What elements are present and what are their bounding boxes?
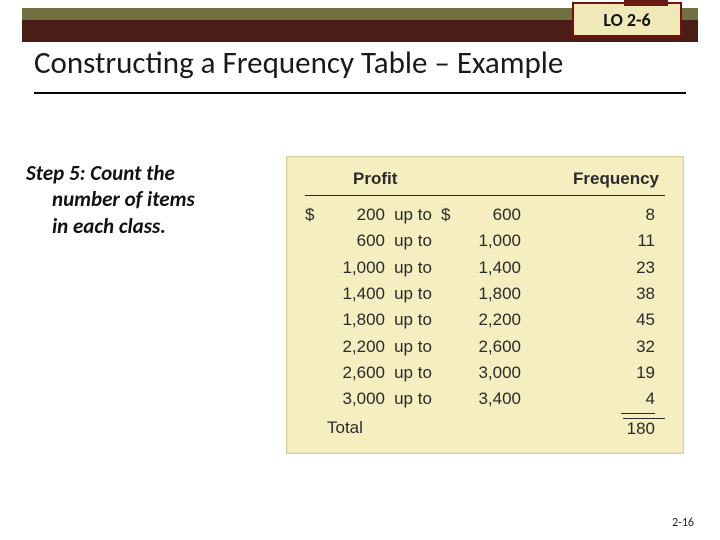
range-high: 3,000 <box>463 360 521 386</box>
range-high: 1,400 <box>463 255 521 281</box>
table-total-row: Total 180 <box>305 414 665 439</box>
title-rule <box>34 92 686 94</box>
frequency-value: 11 <box>521 228 665 254</box>
range-low: 600 <box>327 228 385 254</box>
table-row: 1,000up to 1,40023 <box>305 255 665 281</box>
range-low: 3,000 <box>327 386 385 412</box>
lo-badge: LO 2-6 <box>572 2 682 38</box>
frequency-value: 45 <box>521 307 665 333</box>
range-high: 600 <box>463 202 521 228</box>
table-row: 2,200up to 2,60032 <box>305 334 665 360</box>
table-row: 1,400up to 1,80038 <box>305 281 665 307</box>
page-title: Constructing a Frequency Table – Example <box>34 46 686 82</box>
body-area: Step 5: Count the number of items in eac… <box>26 156 694 454</box>
table-row: 1,800up to 2,20045 <box>305 307 665 333</box>
upto-label: up to <box>385 334 441 360</box>
slide-number: 2-16 <box>672 516 694 530</box>
upto-label: up to <box>385 386 441 412</box>
range-low: 200 <box>327 202 385 228</box>
frequency-value: 19 <box>521 360 665 386</box>
upto-label: up to <box>385 307 441 333</box>
frequency-value: 8 <box>521 202 665 228</box>
range-low: 2,600 <box>327 360 385 386</box>
range-high: 1,800 <box>463 281 521 307</box>
total-label: Total <box>305 418 623 439</box>
upto-label: up to <box>385 281 441 307</box>
header-frequency: Frequency <box>573 169 659 189</box>
total-value: 180 <box>623 418 665 439</box>
upto-label: up to <box>385 255 441 281</box>
range-low: 1,400 <box>327 281 385 307</box>
currency-symbol: $ <box>441 202 463 228</box>
range-high: 2,600 <box>463 334 521 360</box>
lo-badge-text: LO 2-6 <box>603 9 650 31</box>
upto-label: up to <box>385 228 441 254</box>
step-line2: number of items <box>26 186 268 212</box>
table-row: $200up to$6008 <box>305 202 665 228</box>
frequency-value: 32 <box>521 334 665 360</box>
table-row: 2,600up to 3,00019 <box>305 360 665 386</box>
range-high: 1,000 <box>463 228 521 254</box>
frequency-value: 38 <box>521 281 665 307</box>
table-header: Profit Frequency <box>305 167 665 196</box>
upto-label: up to <box>385 202 441 228</box>
frequency-table: Profit Frequency $200up to$6008600up to1… <box>286 156 684 454</box>
step-lead: Step 5: Count the <box>26 160 175 186</box>
range-high: 2,200 <box>463 307 521 333</box>
range-low: 1,800 <box>327 307 385 333</box>
title-area: Constructing a Frequency Table – Example <box>34 46 686 94</box>
step-text: Step 5: Count the number of items in eac… <box>26 156 268 239</box>
table-row: 600up to 1,00011 <box>305 228 665 254</box>
step-line3: in each class. <box>26 213 268 239</box>
header-profit: Profit <box>353 169 397 189</box>
currency-symbol: $ <box>305 202 327 228</box>
frequency-value: 23 <box>521 255 665 281</box>
range-low: 2,200 <box>327 334 385 360</box>
range-high: 3,400 <box>463 386 521 412</box>
upto-label: up to <box>385 360 441 386</box>
table-row: 3,000up to 3,4004 <box>305 386 665 413</box>
range-low: 1,000 <box>327 255 385 281</box>
table-rows: $200up to$6008600up to1,000111,000up to1… <box>305 196 665 414</box>
frequency-value: 4 <box>521 386 665 413</box>
